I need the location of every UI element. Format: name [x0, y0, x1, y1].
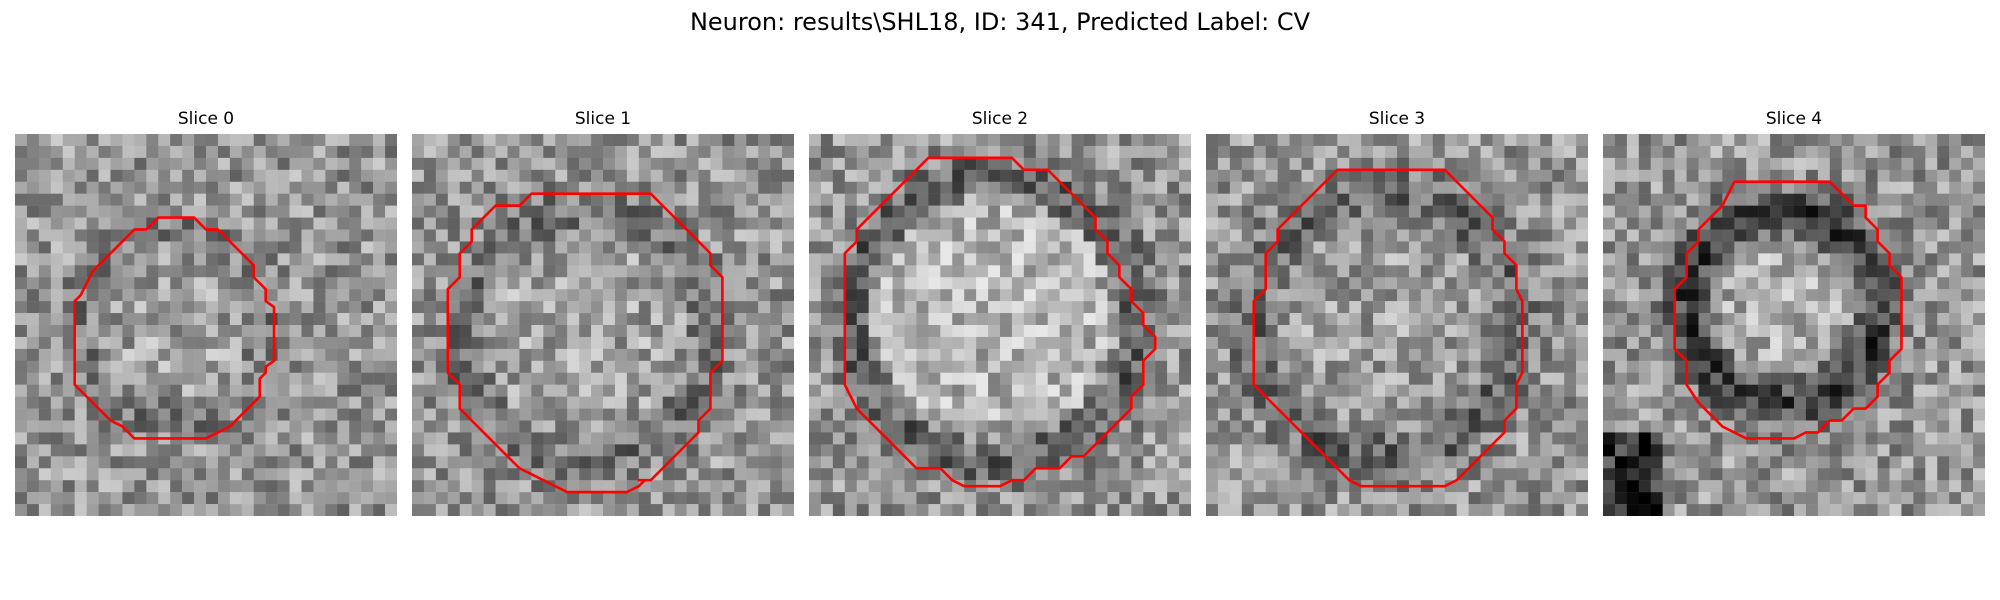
slice-grayscale-svg: [1206, 134, 1588, 516]
slice-panel-0: Slice 0: [15, 108, 397, 516]
roi-contour: [1673, 180, 1903, 440]
slice-title: Slice 0: [177, 109, 235, 129]
roi-contour: [843, 156, 1157, 488]
slice-image: [1206, 134, 1588, 516]
roi-contour: [1252, 168, 1524, 488]
slice-panel-2: Slice 2: [809, 108, 1191, 516]
slice-title: Slice 4: [1765, 109, 1823, 129]
pixel-grid: [1206, 134, 1588, 516]
pixel-grid: [412, 134, 794, 516]
slice-grayscale-svg: [15, 134, 397, 516]
slice-image: [1603, 134, 1985, 516]
slice-panel-3: Slice 3: [1206, 108, 1588, 516]
slice-grayscale-svg: [809, 134, 1191, 516]
figure-title: Neuron: results\SHL18, ID: 341, Predicte…: [689, 8, 1311, 36]
slice-grayscale-svg: [1603, 134, 1985, 516]
slice-panel-4: Slice 4: [1603, 108, 1985, 516]
slice-panel-1: Slice 1: [412, 108, 794, 516]
roi-contour: [73, 216, 276, 440]
pixel-grid: [809, 134, 1191, 516]
slice-grayscale-svg: [412, 134, 794, 516]
roi-contour: [446, 192, 724, 494]
slice-image: [809, 134, 1191, 516]
slice-title: Slice 2: [971, 109, 1029, 129]
slice-title: Slice 1: [574, 109, 632, 129]
slice-image: [412, 134, 794, 516]
slice-title: Slice 3: [1368, 109, 1426, 129]
slice-image: [15, 134, 397, 516]
pixel-grid: [15, 134, 397, 516]
pixel-grid: [1603, 134, 1985, 516]
